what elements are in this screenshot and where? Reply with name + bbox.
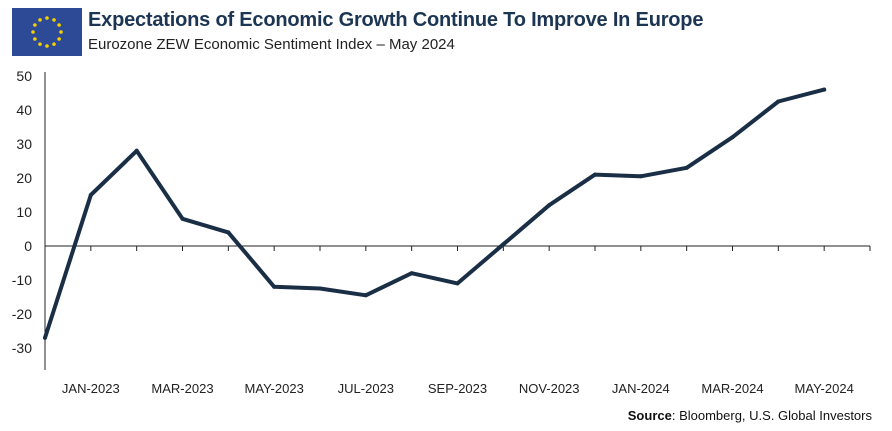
chart-subtitle: Eurozone ZEW Economic Sentiment Index – … [88, 36, 455, 53]
data-point [409, 271, 414, 276]
y-tick-label: 10 [16, 204, 32, 220]
y-tick-label: -10 [12, 272, 32, 288]
data-point [226, 230, 231, 235]
flag-star [52, 42, 56, 46]
flag-star [52, 18, 56, 22]
x-tick-label: MAY-2023 [245, 381, 304, 396]
flag-star [38, 42, 42, 46]
y-tick-label: 30 [16, 136, 32, 152]
x-tick-label: MAR-2023 [151, 381, 213, 396]
data-point [822, 87, 827, 92]
data-point [43, 335, 47, 340]
source-note: Source: Bloomberg, U.S. Global Investors [628, 408, 872, 423]
data-point [730, 135, 735, 140]
flag-star [31, 30, 35, 34]
data-point [88, 193, 93, 197]
y-tick-label: -20 [12, 306, 32, 322]
x-tick-label: JUL-2023 [338, 381, 394, 396]
data-point [593, 172, 597, 177]
flag-star [45, 44, 49, 48]
y-tick-label: 50 [16, 68, 32, 84]
flag-background [12, 8, 82, 56]
data-point [547, 203, 552, 208]
flag-star [59, 30, 63, 34]
flag-star [57, 37, 61, 41]
source-label: Source [627, 408, 672, 423]
data-point [272, 284, 277, 289]
source-text: : Bloomberg, U.S. Global Investors [671, 408, 872, 423]
data-point [455, 281, 460, 286]
data-point [501, 242, 506, 247]
y-tick-label: 40 [16, 102, 32, 118]
x-tick-label: NOV-2023 [519, 381, 580, 396]
x-tick-label: MAY-2024 [795, 381, 854, 396]
flag-star [57, 23, 61, 27]
data-point [134, 148, 139, 153]
y-tick-label: 0 [24, 238, 32, 254]
chart-title: Expectations of Economic Growth Continue… [88, 9, 704, 31]
flag-star [33, 37, 37, 41]
flag-star [33, 23, 37, 27]
x-tick-label: JAN-2023 [62, 381, 120, 396]
x-tick-label: MAR-2024 [701, 381, 763, 396]
data-point [776, 99, 781, 104]
flag-star [38, 18, 42, 22]
data-point [318, 286, 322, 291]
y-tick-label: 20 [16, 170, 32, 186]
data-point [638, 174, 643, 179]
eu-flag-icon [12, 8, 82, 56]
series-line [43, 87, 827, 340]
data-point [684, 165, 689, 170]
data-point [363, 293, 368, 298]
x-tick-label: SEP-2023 [428, 381, 487, 396]
y-tick-label: -30 [12, 340, 32, 356]
x-tick-label: JAN-2024 [612, 381, 670, 396]
data-point [180, 216, 185, 221]
flag-star [45, 16, 49, 20]
